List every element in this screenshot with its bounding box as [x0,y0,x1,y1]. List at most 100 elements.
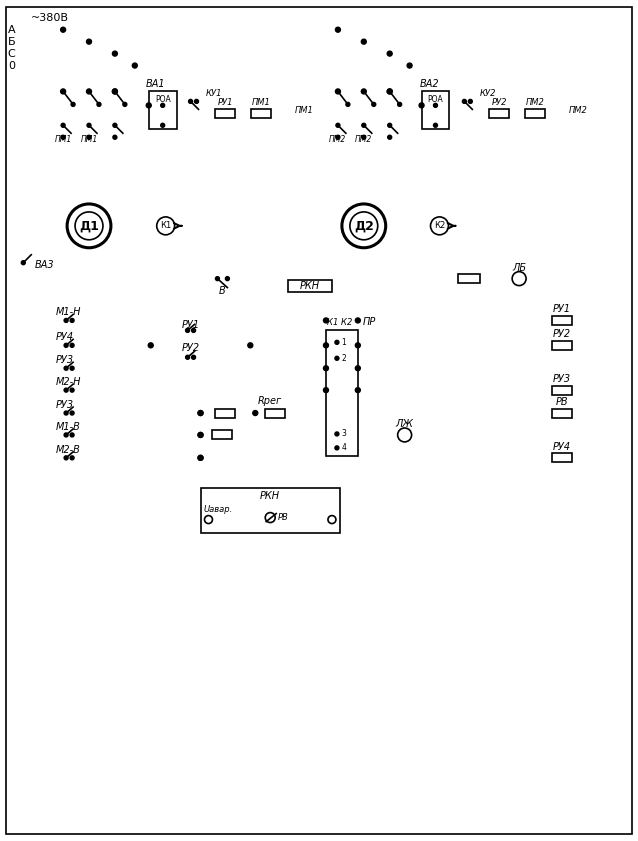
Circle shape [148,343,153,348]
Circle shape [191,355,195,359]
Text: РОА: РОА [427,95,443,104]
Text: ПМ1: ПМ1 [80,135,98,144]
Circle shape [387,51,392,56]
Circle shape [70,343,74,347]
Text: РОА: РОА [155,95,170,104]
Text: ПМ2: ПМ2 [355,135,373,144]
Text: РУ2: РУ2 [491,98,507,107]
Circle shape [433,124,438,127]
Text: Д1: Д1 [79,220,99,232]
Circle shape [112,89,117,94]
Circle shape [350,212,378,240]
Circle shape [431,217,449,235]
Text: ВА1: ВА1 [145,79,165,89]
Text: РВ: РВ [278,513,289,522]
Circle shape [198,455,203,460]
Bar [212,431,232,439]
Circle shape [205,516,212,524]
Circle shape [397,428,412,442]
Text: РКН: РКН [260,490,280,500]
Bar [552,316,572,325]
Circle shape [362,124,366,127]
Text: ВА2: ВА2 [420,79,439,89]
Bar [265,409,285,417]
Circle shape [265,513,275,522]
Bar [489,108,509,118]
Text: ВА3: ВА3 [34,260,54,270]
Circle shape [323,343,329,348]
Circle shape [388,135,392,140]
Circle shape [335,357,339,360]
Text: Д2: Д2 [354,220,374,232]
Circle shape [87,124,91,127]
Text: А: А [8,24,15,34]
Circle shape [64,433,68,437]
Circle shape [336,135,340,140]
Circle shape [361,40,366,44]
Circle shape [387,89,392,94]
Circle shape [67,204,111,248]
Bar [216,108,235,118]
Circle shape [87,135,91,140]
Circle shape [146,103,151,108]
Bar [552,386,572,394]
Text: 2: 2 [341,354,346,362]
Circle shape [397,103,402,106]
Text: ПР: ПР [363,317,376,327]
Circle shape [71,103,75,106]
Text: ПМ2: ПМ2 [329,135,346,144]
Text: РУ4: РУ4 [553,442,571,452]
Circle shape [336,27,341,32]
Bar [251,108,271,118]
Circle shape [61,135,65,140]
Circle shape [355,318,360,323]
Bar [525,108,545,118]
Text: ПМ1: ПМ1 [54,135,71,144]
Circle shape [372,103,376,106]
Text: К1 К2: К1 К2 [327,318,353,327]
Circle shape [323,366,329,371]
Text: РУ3: РУ3 [56,355,74,365]
Circle shape [361,89,366,94]
Text: РУ3: РУ3 [56,400,74,410]
Text: РУ2: РУ2 [553,330,571,340]
Circle shape [61,89,66,94]
Text: ПМ1: ПМ1 [295,106,314,115]
Text: РУ2: РУ2 [181,343,200,353]
Text: РУ1: РУ1 [218,98,233,107]
Circle shape [70,319,74,322]
Circle shape [161,103,165,108]
Circle shape [87,89,91,94]
Text: ЛЖ: ЛЖ [396,419,413,429]
Circle shape [216,277,219,281]
Circle shape [468,99,472,103]
Circle shape [253,410,258,415]
Circle shape [463,99,466,103]
Circle shape [61,124,65,127]
Circle shape [113,135,117,140]
Circle shape [195,99,198,103]
Text: ПМ2: ПМ2 [569,106,588,115]
Circle shape [335,432,339,436]
Circle shape [328,516,336,524]
Circle shape [335,446,339,450]
Circle shape [512,272,526,286]
Circle shape [112,51,117,56]
Circle shape [419,103,424,108]
Bar [552,341,572,350]
Circle shape [198,432,203,437]
Circle shape [387,89,392,94]
Text: М2-Н: М2-Н [56,377,82,387]
Circle shape [189,99,193,103]
Bar [422,92,449,130]
Text: РУ4: РУ4 [56,332,74,342]
Circle shape [70,411,74,415]
Circle shape [123,103,127,106]
Bar [288,279,332,292]
Bar [552,409,572,417]
Circle shape [198,455,203,460]
Circle shape [87,40,91,44]
Bar [200,488,340,532]
Circle shape [355,343,360,348]
Circle shape [248,343,253,348]
